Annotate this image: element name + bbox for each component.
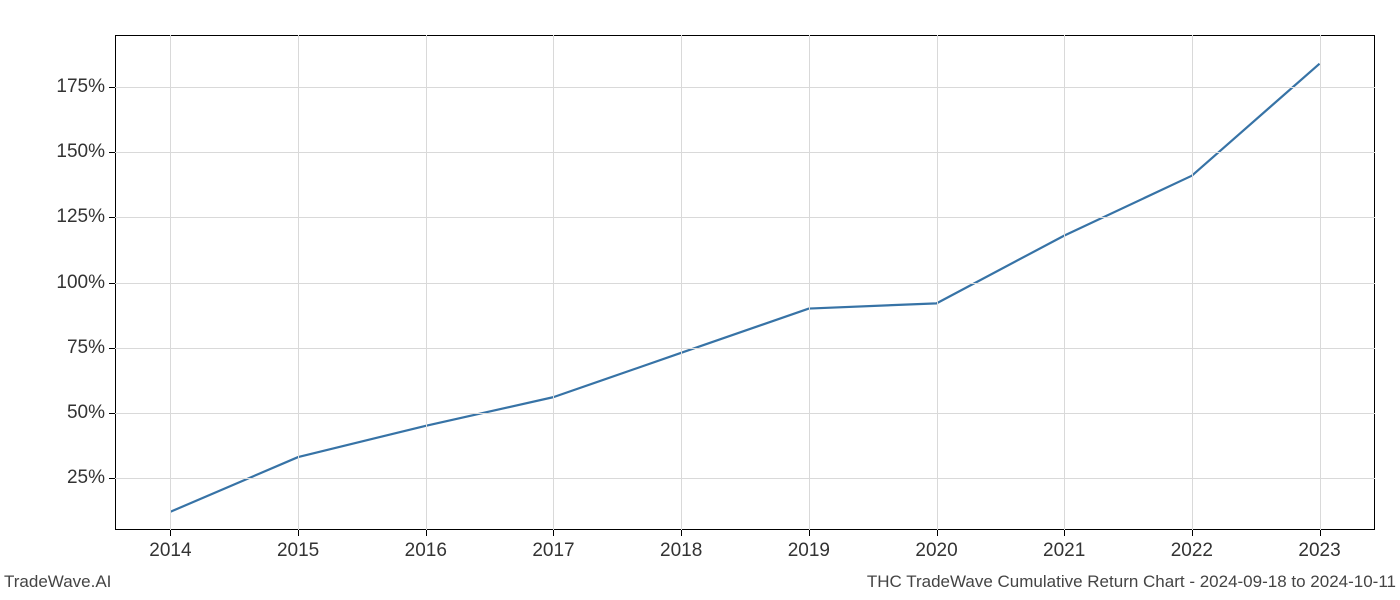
y-tick-label: 25% — [67, 467, 105, 489]
grid-line-horizontal — [115, 152, 1375, 153]
y-tick-mark — [109, 152, 115, 153]
x-tick-label: 2018 — [660, 540, 702, 562]
x-tick-label: 2023 — [1298, 540, 1340, 562]
x-tick-label: 2017 — [532, 540, 574, 562]
x-tick-label: 2020 — [915, 540, 957, 562]
x-tick-label: 2015 — [277, 540, 319, 562]
y-tick-mark — [109, 413, 115, 414]
y-tick-label: 175% — [56, 76, 105, 98]
grid-line-horizontal — [115, 217, 1375, 218]
x-tick-label: 2019 — [788, 540, 830, 562]
footer-brand: TradeWave.AI — [4, 572, 111, 592]
y-tick-mark — [109, 283, 115, 284]
grid-line-horizontal — [115, 348, 1375, 349]
x-tick-mark — [681, 530, 682, 536]
x-tick-mark — [1320, 530, 1321, 536]
x-tick-label: 2021 — [1043, 540, 1085, 562]
grid-line-horizontal — [115, 87, 1375, 88]
y-tick-label: 100% — [56, 272, 105, 294]
grid-line-horizontal — [115, 413, 1375, 414]
x-tick-mark — [1064, 530, 1065, 536]
chart-plot-area — [115, 35, 1375, 530]
y-tick-label: 75% — [67, 337, 105, 359]
x-tick-mark — [298, 530, 299, 536]
y-tick-label: 50% — [67, 402, 105, 424]
x-tick-label: 2016 — [405, 540, 447, 562]
y-tick-mark — [109, 217, 115, 218]
x-tick-mark — [809, 530, 810, 536]
line-series — [170, 64, 1319, 512]
grid-line-horizontal — [115, 283, 1375, 284]
x-tick-label: 2014 — [149, 540, 191, 562]
y-tick-mark — [109, 478, 115, 479]
x-tick-mark — [937, 530, 938, 536]
x-tick-mark — [426, 530, 427, 536]
footer-caption: THC TradeWave Cumulative Return Chart - … — [867, 572, 1396, 592]
x-tick-mark — [170, 530, 171, 536]
x-tick-label: 2022 — [1171, 540, 1213, 562]
y-tick-mark — [109, 348, 115, 349]
x-tick-mark — [553, 530, 554, 536]
y-tick-mark — [109, 87, 115, 88]
y-tick-label: 150% — [56, 141, 105, 163]
x-tick-mark — [1192, 530, 1193, 536]
y-tick-label: 125% — [56, 206, 105, 228]
grid-line-horizontal — [115, 478, 1375, 479]
